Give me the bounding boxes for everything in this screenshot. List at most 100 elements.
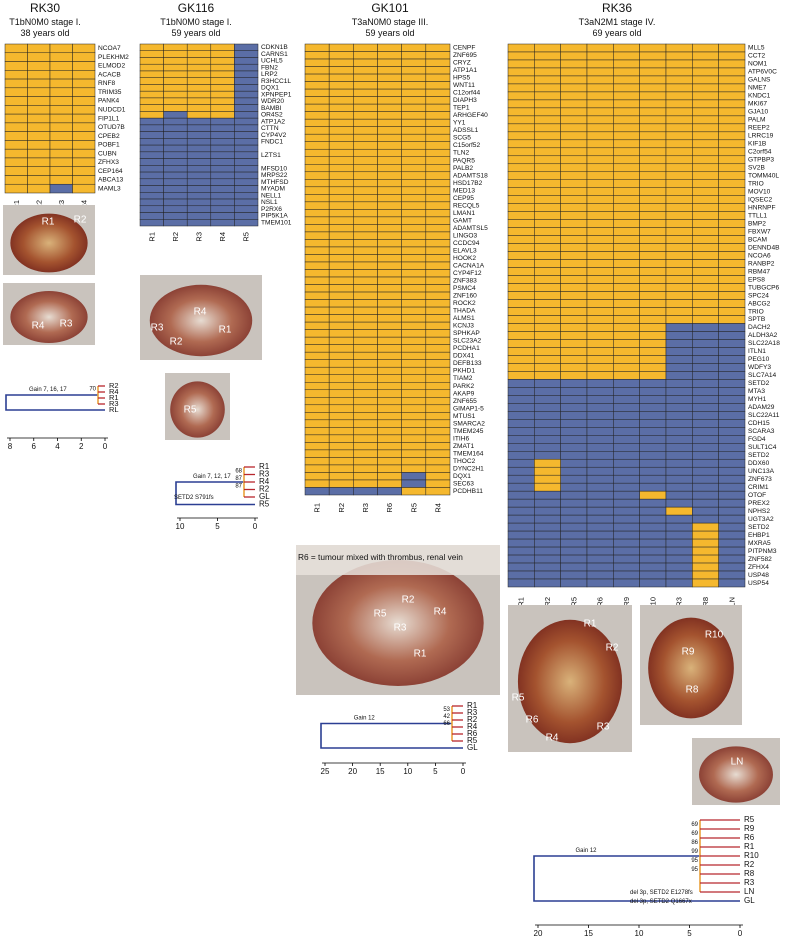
- gene-label: C2orf54: [748, 149, 772, 156]
- heatmap-cell: [163, 131, 188, 139]
- heatmap-cell: [163, 165, 188, 173]
- leaf-label: R2: [259, 485, 270, 494]
- heatmap-cell: [304, 442, 330, 451]
- heatmap-cell: [304, 284, 330, 293]
- heatmap-cell: [534, 530, 561, 540]
- heatmap-cell: [304, 96, 330, 105]
- heatmap-cell: [534, 227, 561, 236]
- gene-label: ADSSL1: [453, 127, 479, 134]
- heatmap-cell: [665, 474, 693, 484]
- heatmap-cell: [534, 203, 561, 212]
- gene-label: ATP6V0C: [748, 69, 777, 76]
- heatmap-cell: [692, 171, 719, 181]
- heatmap-cell: [665, 419, 693, 428]
- heatmap-cell: [304, 419, 330, 428]
- heatmap-cell: [72, 157, 96, 167]
- photo-region-label: LN: [731, 757, 744, 768]
- heatmap-cell: [639, 355, 667, 364]
- heatmap-cell: [425, 73, 451, 82]
- heatmap-cell: [507, 267, 535, 276]
- gene-label: DQX1: [453, 473, 471, 480]
- heatmap-cell: [560, 347, 588, 356]
- heatmap-cell: [401, 412, 427, 421]
- heatmap-cell: [613, 514, 640, 524]
- heatmap-cell: [401, 389, 427, 398]
- heatmap-cell: [163, 124, 188, 132]
- heatmap-cell: [401, 118, 427, 127]
- heatmap-cell: [507, 514, 535, 524]
- heatmap-cell: [586, 395, 614, 404]
- heatmap-cell: [613, 139, 640, 149]
- heatmap-cell: [639, 259, 667, 268]
- heatmap-cell: [304, 186, 330, 195]
- heatmap-cell: [613, 387, 640, 396]
- heatmap-cell: [425, 179, 451, 188]
- heatmap-cell: [613, 363, 640, 372]
- heatmap-cell: [139, 104, 164, 112]
- heatmap-cell: [377, 179, 402, 188]
- heatmap-cell: [507, 211, 535, 220]
- heatmap-cell: [560, 211, 588, 220]
- heatmap-cell: [507, 307, 535, 316]
- heatmap-cell: [665, 195, 693, 204]
- heatmap-cell: [613, 179, 640, 188]
- gene-label: SEC63: [453, 480, 474, 487]
- heatmap-cell: [353, 209, 378, 218]
- axis-tick-label: 4: [55, 442, 60, 451]
- heatmap-cell: [377, 58, 402, 67]
- heatmap-cell: [186, 104, 212, 112]
- heatmap-cell: [139, 77, 164, 85]
- gene-label: MXRA5: [748, 540, 771, 547]
- gene-label: ZFHX4: [748, 564, 769, 571]
- heatmap-cell: [27, 61, 51, 71]
- heatmap-cell: [377, 118, 402, 127]
- heatmap-cell: [639, 227, 667, 236]
- heatmap-cell: [377, 148, 402, 158]
- heatmap-cell: [186, 178, 212, 186]
- heatmap-cell: [328, 254, 354, 263]
- heatmap-cell: [665, 578, 693, 588]
- heatmap-cell: [586, 51, 614, 61]
- bootstrap-support: 53: [443, 707, 450, 713]
- heatmap-cell: [328, 329, 354, 338]
- heatmap-cell: [507, 115, 535, 125]
- heatmap-cell: [665, 67, 693, 77]
- region-label: R6: [385, 503, 394, 513]
- heatmap-cell: [692, 99, 719, 109]
- heatmap-cell: [639, 307, 667, 316]
- heatmap-cell: [234, 219, 259, 227]
- heatmap-cell: [534, 395, 561, 404]
- heatmap-cell: [425, 457, 451, 466]
- heatmap-cell: [718, 387, 746, 396]
- heatmap-cell: [534, 403, 561, 412]
- heatmap-cell: [27, 52, 51, 62]
- heatmap-cell: [718, 427, 746, 436]
- heatmap-cell: [210, 104, 235, 112]
- heatmap-cell: [353, 442, 378, 451]
- gene-label: WDFY3: [748, 364, 771, 371]
- heatmap-cell: [718, 307, 746, 316]
- heatmap-cell: [304, 111, 330, 120]
- heatmap-cell: [639, 155, 667, 165]
- gene-label: DENND4B: [748, 244, 780, 251]
- heatmap-cell: [139, 97, 164, 105]
- gene-label: ZFHX3: [98, 159, 119, 166]
- heatmap-cell: [72, 140, 96, 150]
- heatmap-cell: [139, 131, 164, 139]
- photo-region-label: R2: [402, 595, 415, 606]
- heatmap-cell: [328, 148, 354, 158]
- heatmap-cell: [560, 427, 588, 436]
- heatmap-cell: [328, 239, 354, 248]
- heatmap-cell: [210, 97, 235, 105]
- heatmap-cell: [163, 63, 188, 72]
- tree-annotation: Gain 7, 12, 17: [193, 474, 231, 480]
- heatmap-cell: [534, 427, 561, 436]
- heatmap-cell: [692, 435, 719, 444]
- gene-label: SULT1C4: [748, 444, 777, 451]
- heatmap-cell: [27, 78, 51, 89]
- heatmap-cell: [425, 412, 451, 421]
- heatmap-cell: [665, 506, 693, 516]
- heatmap-cell: [304, 359, 330, 368]
- heatmap-cell: [210, 57, 235, 65]
- heatmap-cell: [425, 141, 451, 150]
